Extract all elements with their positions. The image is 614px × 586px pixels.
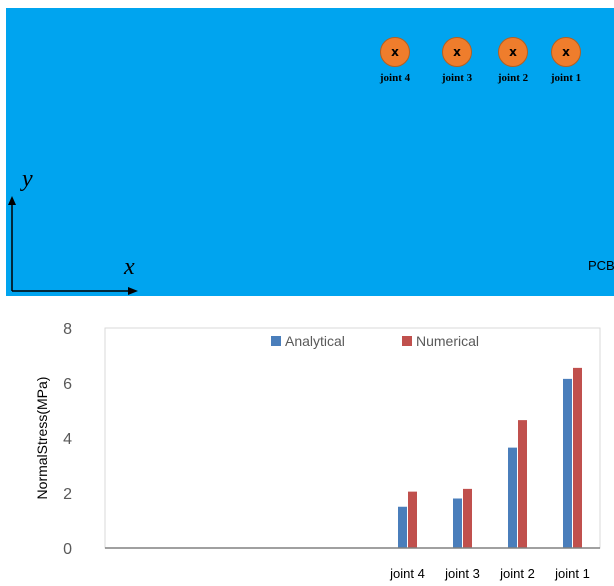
x-tick-label: joint 2 (499, 566, 535, 581)
bar-numerical-joint-1 (573, 367, 582, 548)
bar-numerical-joint-2 (518, 420, 527, 548)
coordinate-axes (8, 196, 138, 295)
legend-label-numerical: Numerical (416, 333, 479, 349)
x-axis-letter: x (124, 254, 135, 280)
x-axis-arrowhead (128, 287, 138, 295)
joint-1-label: joint 1 (550, 72, 582, 84)
legend-swatch-analytical (271, 336, 281, 346)
bar-analytical-joint-1 (563, 378, 572, 548)
y-tick-label: 2 (63, 486, 72, 503)
pcb-diagram: x joint 4 x joint 3 x joint 2 x joint 1 … (6, 8, 614, 296)
normal-stress-chart: 0 2 4 6 8 NormalStress(MPa) joint 4 joint 3 join… (34, 321, 601, 581)
bar-analytical-joint-4 (398, 506, 407, 548)
bar-numerical-joint-4 (408, 491, 417, 548)
pcb-label: PCB (588, 258, 614, 273)
joint-4-label: joint 4 (379, 72, 411, 84)
joint-3-label: joint 3 (441, 72, 473, 84)
x-tick-label: joint 1 (554, 566, 590, 581)
x-tick-label: joint 4 (389, 566, 425, 581)
bar-analytical-joint-2 (508, 447, 517, 548)
y-axis-arrowhead (8, 196, 16, 205)
y-tick-label: 8 (63, 321, 72, 338)
y-axis-label: NormalStress(MPa) (34, 377, 50, 500)
legend-swatch-numerical (402, 336, 412, 346)
x-tick-label: joint 3 (444, 566, 480, 581)
joint-3-circle: x (442, 37, 472, 67)
bar-analytical-joint-3 (453, 498, 462, 548)
y-axis-letter: y (22, 166, 33, 192)
joint-4-circle: x (380, 37, 410, 67)
y-tick-label: 4 (63, 431, 72, 448)
joint-2-circle: x (498, 37, 528, 67)
joint-2-label: joint 2 (497, 72, 529, 84)
bar-numerical-joint-3 (463, 488, 472, 548)
y-tick-label: 6 (63, 376, 72, 393)
joint-1-circle: x (551, 37, 581, 67)
y-tick-label: 0 (63, 541, 72, 558)
legend-label-analytical: Analytical (285, 333, 345, 349)
